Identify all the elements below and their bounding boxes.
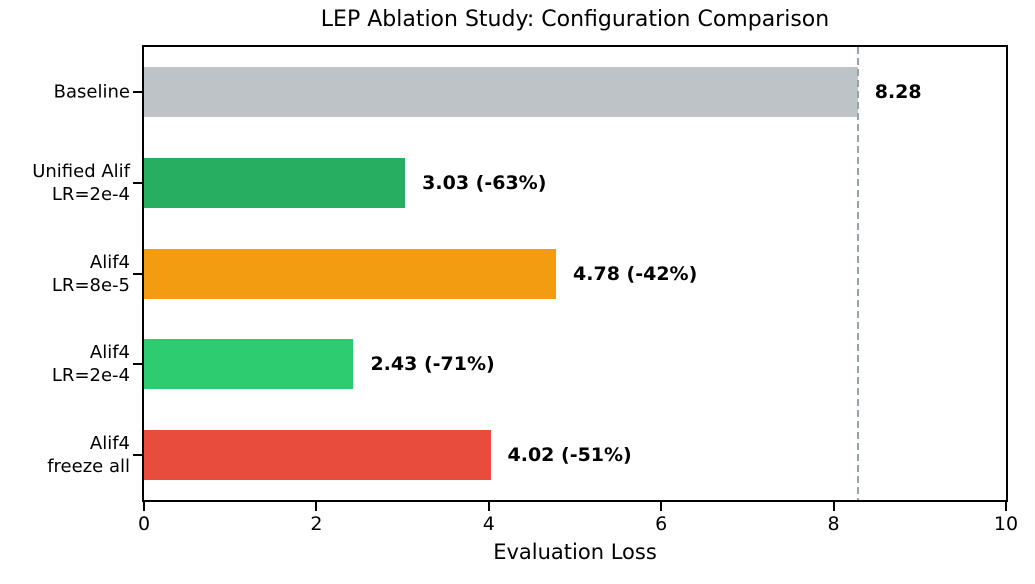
y-tick-mark-4	[133, 453, 142, 456]
x-tick-label-5: 10	[993, 513, 1019, 535]
x-tick-label-3: 6	[655, 513, 668, 535]
x-tick-label-0: 0	[137, 513, 151, 535]
bar-value-label-3: 2.43 (-71%)	[370, 353, 495, 376]
bar-4	[144, 429, 491, 480]
baseline-reference-line	[856, 47, 859, 500]
x-tick-mark-3	[660, 502, 663, 511]
x-tick-mark-2	[487, 502, 490, 511]
y-category-label-4: Alif4 freeze all	[47, 432, 130, 477]
bar-value-label-4: 4.02 (-51%)	[507, 443, 632, 466]
y-category-label-1: Unified Alif LR=2e-4	[32, 160, 130, 205]
bar-3	[144, 339, 354, 390]
x-tick-label-4: 8	[827, 513, 840, 535]
y-category-label-0: Baseline	[53, 81, 130, 103]
bar-1	[144, 157, 406, 208]
y-tick-mark-0	[133, 91, 142, 94]
plot-area	[142, 45, 1008, 502]
bar-value-label-2: 4.78 (-42%)	[573, 262, 698, 285]
x-tick-label-2: 4	[482, 513, 495, 535]
x-axis-label: Evaluation Loss	[493, 540, 657, 564]
bar-2	[144, 248, 557, 299]
bar-0	[144, 67, 858, 118]
y-tick-mark-1	[133, 181, 142, 184]
y-tick-mark-3	[133, 363, 142, 366]
y-category-label-3: Alif4 LR=2e-4	[51, 342, 130, 387]
chart-title: LEP Ablation Study: Configuration Compar…	[320, 7, 830, 32]
bar-value-label-1: 3.03 (-63%)	[422, 171, 547, 194]
y-category-label-2: Alif4 LR=8e-5	[51, 251, 130, 296]
x-tick-mark-5	[1005, 502, 1007, 511]
x-tick-label-1: 2	[310, 513, 323, 535]
x-tick-mark-0	[143, 502, 145, 511]
bar-value-label-0: 8.28	[874, 81, 922, 104]
y-tick-mark-2	[133, 272, 142, 275]
x-tick-mark-4	[832, 502, 835, 511]
x-tick-mark-1	[315, 502, 318, 511]
